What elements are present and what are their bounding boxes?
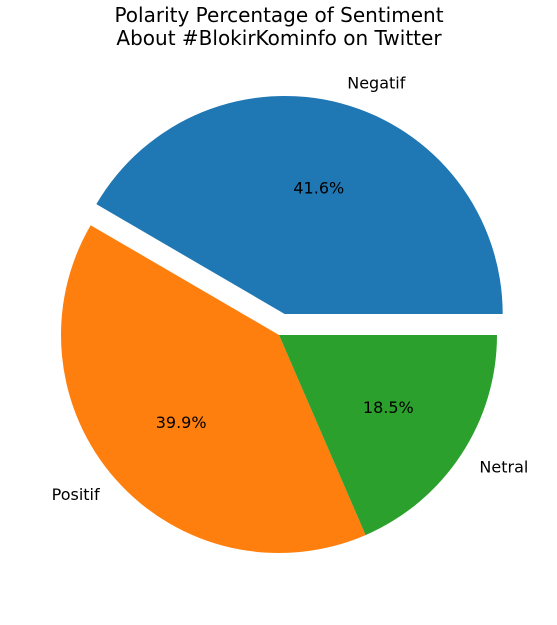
slice-label-netral: Netral bbox=[479, 458, 528, 477]
chart-title-line-1: Polarity Percentage of Sentiment bbox=[114, 3, 443, 27]
slice-percent-positif: 39.9% bbox=[156, 413, 207, 432]
slice-percent-negatif: 41.6% bbox=[293, 179, 344, 198]
slice-label-negatif: Negatif bbox=[347, 73, 405, 92]
chart-title-line-2: About #BlokirKominfo on Twitter bbox=[116, 26, 442, 50]
slice-label-positif: Positif bbox=[52, 485, 100, 504]
pie-slice-netral bbox=[279, 335, 497, 536]
pie-slice-negatif bbox=[96, 95, 503, 314]
pie-slice-positif bbox=[60, 225, 366, 553]
slice-percent-netral: 18.5% bbox=[363, 398, 414, 417]
pie-slices bbox=[60, 95, 503, 553]
pie-labels: Negatif 41.6% Positif 39.9% Netral 18.5% bbox=[52, 73, 529, 504]
chart-title: Polarity Percentage of Sentiment About #… bbox=[114, 3, 443, 50]
